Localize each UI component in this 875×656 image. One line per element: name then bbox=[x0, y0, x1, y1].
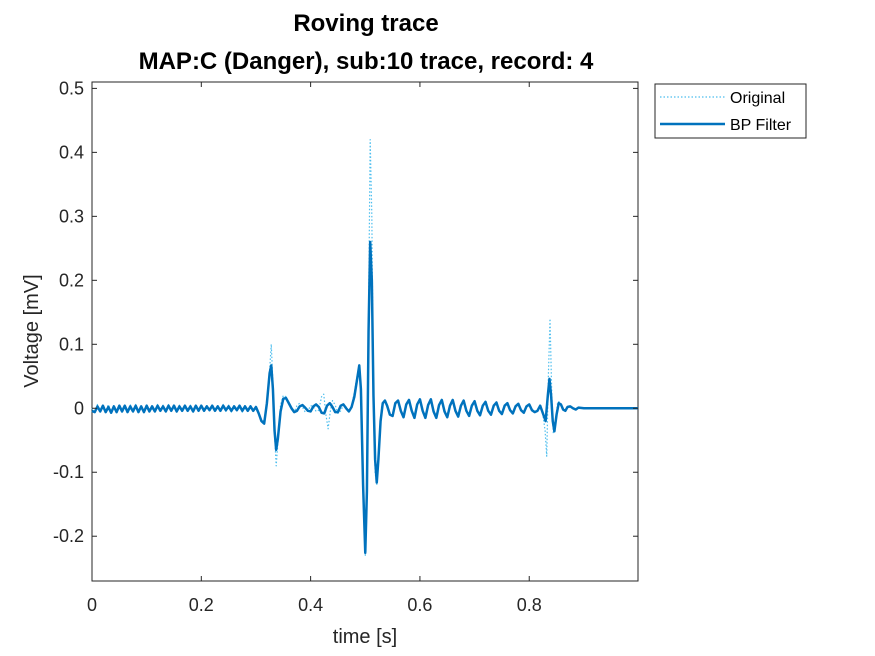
y-tick-label: 0.3 bbox=[59, 206, 84, 226]
y-tick-label: 0 bbox=[74, 398, 84, 418]
legend-box bbox=[654, 83, 807, 139]
legend: Original BP Filter bbox=[654, 83, 807, 139]
chart-title-line-2: MAP:C (Danger), sub:10 trace, record: 4 bbox=[139, 48, 594, 75]
x-tick-label: 0.2 bbox=[189, 595, 214, 615]
x-tick-label: 0.8 bbox=[517, 595, 542, 615]
y-tick-label: 0.4 bbox=[59, 142, 84, 162]
y-tick-label: -0.2 bbox=[53, 526, 84, 546]
y-axis-label: Voltage [mV] bbox=[21, 274, 43, 387]
legend-label-bp-filter: BP Filter bbox=[730, 117, 792, 134]
series-layer bbox=[91, 138, 638, 557]
axes-box bbox=[91, 81, 639, 582]
y-tick-label: -0.1 bbox=[53, 462, 84, 482]
y-axis-ticks: -0.2 -0.1 0 0.1 0.2 0.3 0.4 0.5 bbox=[53, 78, 638, 546]
x-axis-label: time [s] bbox=[333, 626, 397, 648]
chart-title-line-1: Roving trace bbox=[293, 10, 438, 37]
x-axis-ticks: 0 0.2 0.4 0.6 0.8 bbox=[87, 82, 542, 615]
plot-area: 0 0.2 0.4 0.6 0.8 -0.2 -0.1 0 0.1 0.2 0.3 0.4 0.5 bbox=[53, 78, 639, 615]
series-line-bp-filter bbox=[91, 240, 638, 555]
y-tick-label: 0.5 bbox=[59, 78, 84, 98]
x-tick-label: 0 bbox=[87, 595, 97, 615]
x-tick-label: 0.6 bbox=[407, 595, 432, 615]
y-tick-label: 0.1 bbox=[59, 334, 84, 354]
x-tick-label: 0.4 bbox=[298, 595, 323, 615]
y-tick-label: 0.2 bbox=[59, 270, 84, 290]
legend-label-original: Original bbox=[730, 90, 785, 107]
